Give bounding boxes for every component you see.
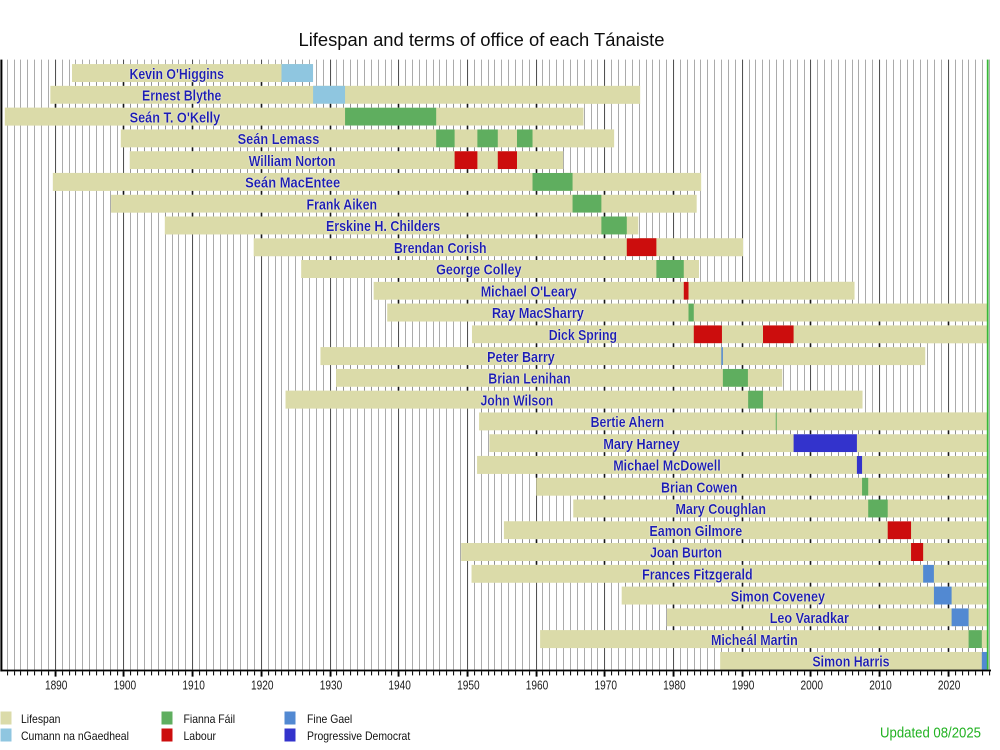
svg-text:1950: 1950 [457, 679, 480, 693]
svg-text:Leo Varadkar: Leo Varadkar [770, 610, 849, 627]
svg-text:Seán MacEntee: Seán MacEntee [245, 175, 340, 192]
svg-text:1890: 1890 [45, 679, 68, 693]
svg-text:1940: 1940 [388, 679, 411, 693]
svg-text:Bertie Ahern: Bertie Ahern [591, 414, 664, 431]
svg-text:Fine Gael: Fine Gael [307, 712, 352, 726]
svg-text:Joan Burton: Joan Burton [650, 545, 722, 562]
svg-text:1930: 1930 [320, 679, 343, 693]
svg-text:Michael McDowell: Michael McDowell [613, 458, 721, 475]
svg-text:Ray MacSharry: Ray MacSharry [492, 305, 585, 322]
svg-text:George Colley: George Colley [436, 262, 522, 279]
svg-text:1970: 1970 [594, 679, 617, 693]
svg-text:1960: 1960 [526, 679, 549, 693]
svg-text:Brendan Corish: Brendan Corish [394, 240, 487, 257]
svg-text:Kevin O'Higgins: Kevin O'Higgins [129, 66, 224, 83]
svg-text:1910: 1910 [182, 679, 205, 693]
svg-text:Erskine H. Childers: Erskine H. Childers [326, 218, 440, 235]
svg-text:Lifespan and terms of office o: Lifespan and terms of office of each Tán… [299, 29, 665, 50]
svg-text:Labour: Labour [184, 729, 217, 743]
svg-text:William Norton: William Norton [249, 153, 336, 170]
svg-text:1900: 1900 [114, 679, 137, 693]
svg-text:1920: 1920 [251, 679, 274, 693]
svg-text:Frank Aiken: Frank Aiken [307, 196, 377, 213]
svg-text:Updated 08/2025: Updated 08/2025 [880, 725, 981, 742]
svg-text:Seán Lemass: Seán Lemass [238, 131, 320, 148]
svg-text:2020: 2020 [938, 679, 961, 693]
svg-text:Fianna Fáil: Fianna Fáil [184, 712, 236, 726]
svg-text:Simon Harris: Simon Harris [812, 654, 889, 671]
svg-text:Cumann na nGaedheal: Cumann na nGaedheal [21, 729, 129, 743]
svg-text:Peter Barry: Peter Barry [487, 349, 555, 366]
svg-text:2010: 2010 [869, 679, 892, 693]
svg-text:Lifespan: Lifespan [21, 712, 60, 726]
svg-text:Dick Spring: Dick Spring [549, 327, 617, 344]
svg-text:Ernest Blythe: Ernest Blythe [142, 88, 221, 105]
svg-text:Mary Harney: Mary Harney [603, 436, 680, 453]
svg-text:Brian Cowen: Brian Cowen [661, 479, 737, 496]
svg-text:Simon Coveney: Simon Coveney [731, 588, 826, 605]
svg-text:Seán T. O'Kelly: Seán T. O'Kelly [130, 109, 221, 126]
svg-text:Micheál Martin: Micheál Martin [711, 632, 798, 649]
svg-text:Mary Coughlan: Mary Coughlan [675, 501, 766, 518]
svg-text:Frances Fitzgerald: Frances Fitzgerald [642, 566, 753, 583]
svg-text:John Wilson: John Wilson [480, 392, 553, 409]
svg-text:Eamon Gilmore: Eamon Gilmore [649, 523, 742, 540]
svg-text:1980: 1980 [663, 679, 686, 693]
svg-text:Brian Lenihan: Brian Lenihan [488, 371, 570, 388]
svg-text:1990: 1990 [732, 679, 755, 693]
svg-text:Michael O'Leary: Michael O'Leary [481, 283, 578, 300]
svg-text:Progressive Democrat: Progressive Democrat [307, 729, 411, 743]
svg-text:2000: 2000 [801, 679, 824, 693]
